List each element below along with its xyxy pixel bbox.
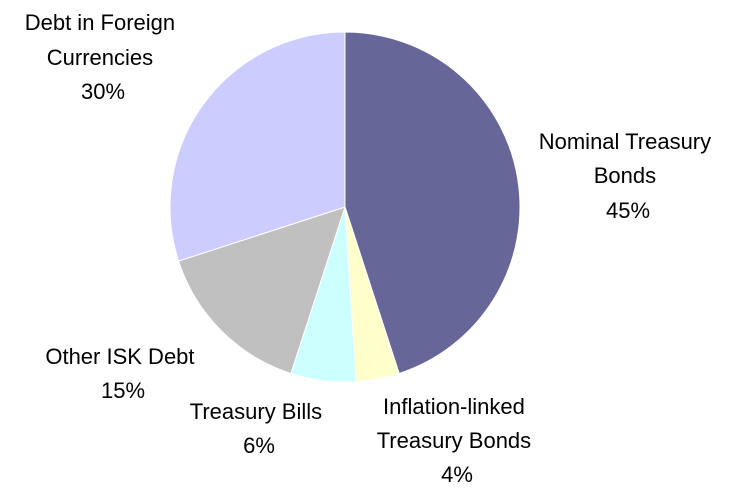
slice-label-debt-in-foreign-currencies: Debt in Foreign Currencies 30% [25, 10, 182, 104]
slice-label-other-isk-debt: Other ISK Debt 15% [45, 344, 200, 403]
pie-slice-nominal-treasury-bonds [344, 31, 521, 375]
pie-slices [169, 31, 521, 383]
slice-label-line: Treasury Bills [190, 399, 322, 424]
slice-label-line: Other ISK Debt [45, 344, 194, 369]
slice-label-line: Inflation-linked [383, 394, 525, 419]
slice-label-line: Nominal Treasury [539, 129, 711, 154]
slice-label-treasury-bills: Treasury Bills 6% [190, 399, 329, 458]
slice-value-label: 15% [101, 378, 145, 403]
slice-value-label: 45% [606, 198, 650, 223]
slice-label-line: Currencies [47, 45, 153, 70]
slice-label-line: Treasury Bonds [377, 428, 531, 453]
slice-label-line: Bonds [594, 163, 656, 188]
pie-slice-other-isk-debt [177, 206, 346, 375]
slice-label-line: Debt in Foreign [25, 10, 175, 35]
slice-value-label: 6% [243, 433, 275, 458]
slice-value-label: 4% [441, 462, 473, 487]
pie-slice-debt-in-foreign-currencies [169, 31, 346, 262]
slice-value-label: 30% [81, 79, 125, 104]
slice-label-inflation-linked-treasury-bonds: Inflation-linked Treasury Bonds 4% [377, 394, 538, 487]
slice-label-nominal-treasury-bonds: Nominal Treasury Bonds 45% [539, 129, 718, 223]
